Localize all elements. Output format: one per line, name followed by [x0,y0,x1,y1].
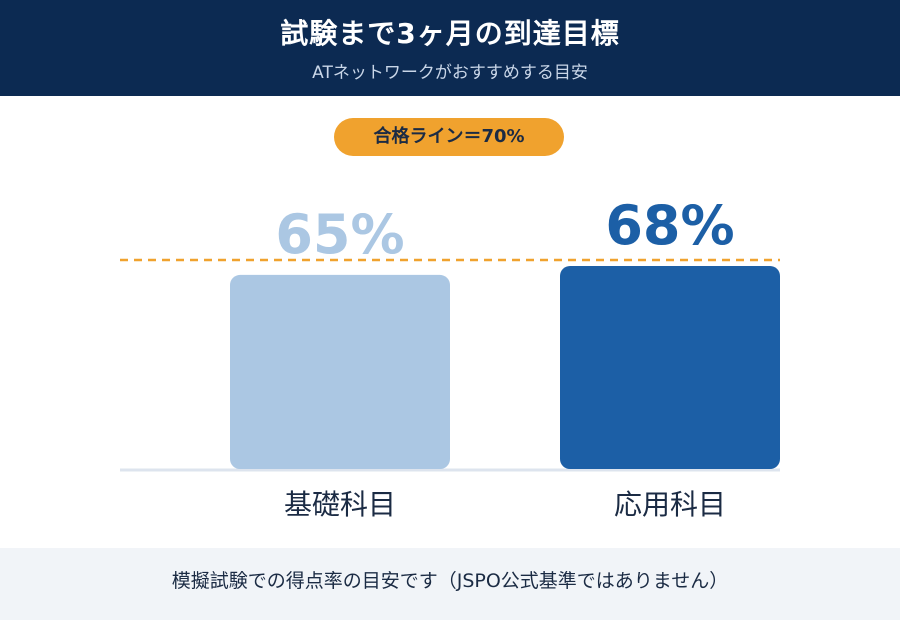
page-title: 試験まで3ヶ月の到達目標 [280,17,620,50]
bar-2 [560,265,780,469]
bar-value-label-1: 65% [275,203,404,266]
bar-value-label-2: 68% [605,194,734,257]
pass-line-badge: 合格ライン＝70% [334,118,564,156]
page-subtitle: ATネットワークがおすすめする目安 [312,63,588,83]
footer-note: 模擬試験での得点率の目安です（JSPO公式基準ではありません） [0,548,900,620]
x-tick-label-2: 応用科目 [614,488,726,521]
header-banner: 試験まで3ヶ月の到達目標 ATネットワークがおすすめする目安 [0,0,900,96]
x-tick-label-1: 基礎科目 [284,488,396,521]
bar-1 [230,274,450,469]
